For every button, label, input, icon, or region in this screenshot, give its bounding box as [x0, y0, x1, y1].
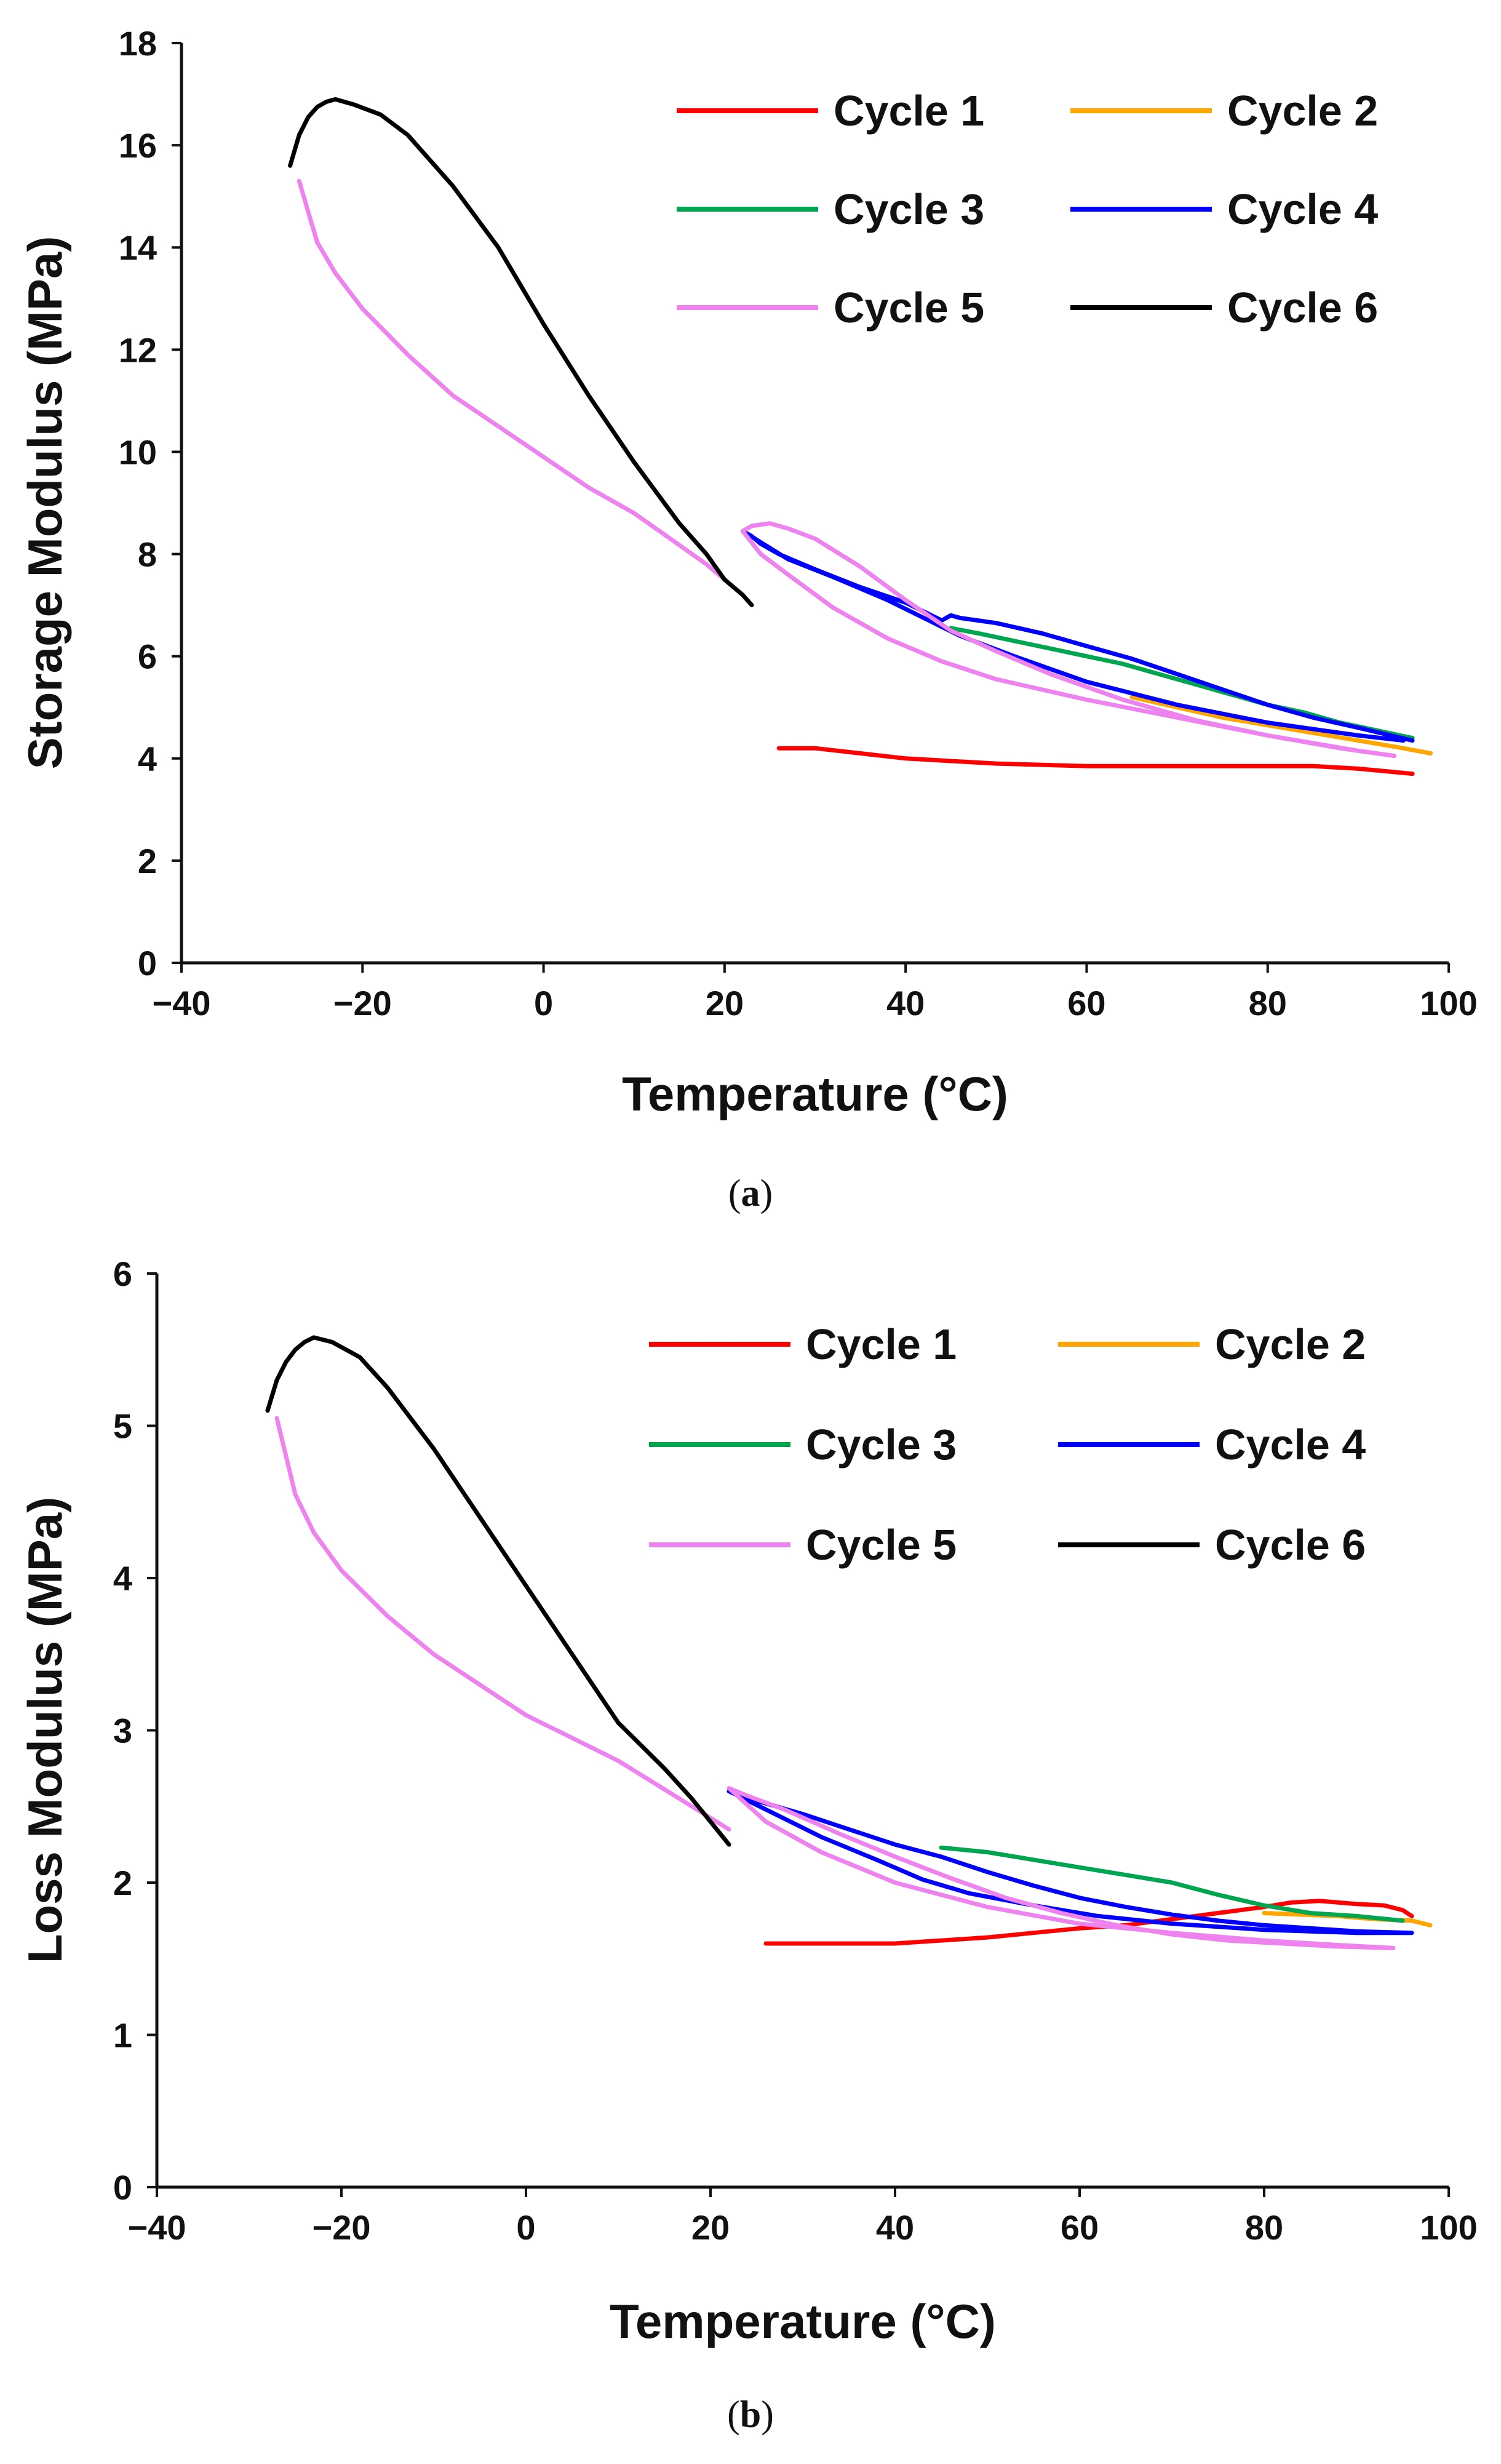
legend-label-cycle-5: Cycle 5 [834, 284, 984, 332]
legend-label-cycle-4: Cycle 4 [1215, 1421, 1366, 1469]
legend-label-cycle-2: Cycle 2 [1215, 1320, 1366, 1368]
y-tick-label: 5 [113, 1407, 132, 1446]
series-line-cycle-6 [288, 97, 754, 608]
legend: Cycle 1 Cycle 2 Cycle 3 Cycle 4 Cycle 5 Cycle… [677, 87, 1378, 332]
y-tick-label: 4 [113, 1559, 132, 1598]
x-tick-label: 0 [516, 2208, 535, 2247]
legend-label-cycle-3: Cycle 3 [806, 1421, 957, 1469]
loss-modulus-chart: −40 −20 0 20 40 60 80 100 0 1 2 3 4 5 6 Temperature (°… [18, 1254, 1478, 2436]
storage-modulus-chart: −40 −20 0 20 40 60 80 100 0 2 4 6 8 10 12 14 16 18 Temper… [18, 24, 1478, 1214]
panel-caption-a: (a) [728, 1173, 773, 1214]
x-tick-label: 60 [1061, 2208, 1099, 2247]
x-axis-title: Temperature (°C) [622, 1067, 1008, 1121]
x-tick-label: 20 [691, 2208, 730, 2247]
series-line-cycle-2 [1129, 695, 1433, 756]
x-tick-label: 20 [706, 984, 744, 1023]
y-tick-label: 2 [113, 1864, 132, 1902]
caption-letter: b [740, 2394, 761, 2436]
y-tick-label: 14 [119, 228, 157, 267]
x-tick-label: −40 [153, 984, 211, 1023]
series-line-cycle-3 [939, 1845, 1405, 1923]
x-tick-label: 100 [1420, 984, 1477, 1023]
y-tick-label: 0 [138, 944, 157, 983]
x-tick-label: 0 [534, 984, 553, 1023]
legend-label-cycle-1: Cycle 1 [806, 1320, 957, 1368]
legend-label-cycle-3: Cycle 3 [834, 185, 984, 233]
legend-label-cycle-5: Cycle 5 [806, 1521, 957, 1569]
y-tick-label: 6 [113, 1254, 132, 1293]
tick-group: −40 −20 0 20 40 60 80 100 0 1 2 3 4 5 6 [113, 1254, 1478, 2247]
x-tick-label: −20 [333, 984, 392, 1023]
y-tick-label: 6 [138, 637, 157, 676]
series-line-cycle-1 [776, 746, 1415, 776]
y-tick-label: 2 [138, 842, 157, 880]
y-tick-label: 1 [113, 2016, 132, 2055]
legend-label-cycle-6: Cycle 6 [1215, 1521, 1366, 1569]
x-tick-label: −40 [128, 2208, 186, 2247]
x-axis-title: Temperature (°C) [610, 2294, 996, 2348]
series-line-cycle-4 [740, 528, 1415, 743]
x-tick-label: 60 [1067, 984, 1105, 1023]
panel-caption-b: (b) [727, 2394, 774, 2436]
series-line-cycle-5-cooling [297, 178, 745, 597]
series-layer [265, 1335, 1433, 1950]
x-tick-label: −20 [313, 2208, 371, 2247]
series-line-cycle-5-cooling [274, 1416, 731, 1832]
caption-letter: a [741, 1173, 760, 1214]
series-line-cycle-5 [727, 1786, 1396, 1950]
x-tick-label: 100 [1420, 2208, 1477, 2247]
y-tick-label: 12 [119, 330, 157, 369]
series-line-cycle-5 [740, 521, 1397, 759]
legend-label-cycle-1: Cycle 1 [834, 87, 984, 135]
series-layer [288, 97, 1433, 776]
legend-label-cycle-6: Cycle 6 [1227, 284, 1378, 332]
y-axis-title: Storage Modulus (MPa) [18, 236, 72, 770]
y-tick-label: 4 [138, 740, 157, 778]
y-tick-label: 8 [138, 535, 157, 574]
x-tick-label: 40 [876, 2208, 914, 2247]
series-line-cycle-1 [763, 1899, 1414, 1946]
legend-label-cycle-4: Cycle 4 [1227, 185, 1378, 233]
y-tick-label: 10 [119, 433, 157, 471]
legend: Cycle 1 Cycle 2 Cycle 3 Cycle 4 Cycle 5 Cycle… [649, 1320, 1366, 1569]
y-tick-label: 16 [119, 126, 157, 165]
x-tick-label: 80 [1245, 2208, 1283, 2247]
x-tick-label: 40 [886, 984, 925, 1023]
y-axis-title: Loss Modulus (MPa) [18, 1497, 72, 1963]
tick-group: −40 −20 0 20 40 60 80 100 0 2 4 6 8 10 12 14 16 18 [119, 24, 1478, 1023]
y-tick-label: 18 [119, 24, 157, 63]
series-line-cycle-6 [265, 1335, 731, 1847]
y-tick-label: 3 [113, 1712, 132, 1750]
y-tick-label: 0 [113, 2168, 132, 2207]
x-tick-label: 80 [1249, 984, 1287, 1023]
legend-label-cycle-2: Cycle 2 [1227, 87, 1378, 135]
